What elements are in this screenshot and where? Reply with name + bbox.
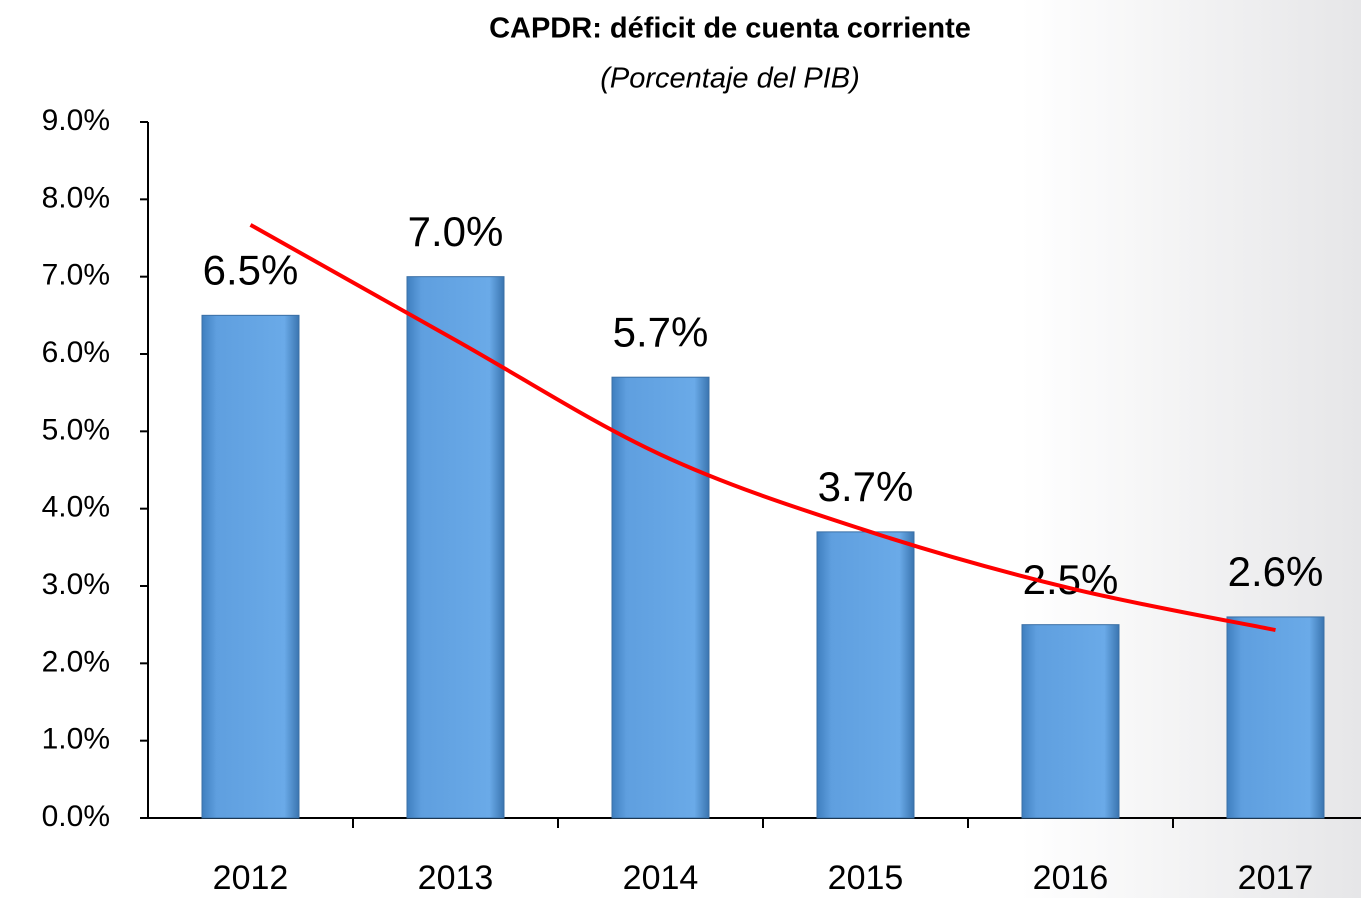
value-label: 6.5% [203,246,299,293]
x-tick-label: 2016 [1033,859,1109,897]
x-tick-label: 2013 [418,859,494,897]
value-label: 2.6% [1228,548,1324,595]
bar [816,531,915,819]
y-tick-label: 3.0% [42,568,110,601]
y-tick-label: 0.0% [42,800,110,833]
x-tick-label: 2017 [1238,859,1314,897]
x-tick-label: 2015 [828,859,904,897]
bar [611,376,710,819]
bar [1226,616,1325,819]
trend-line [249,223,1276,633]
y-tick-label: 1.0% [42,723,110,756]
value-label: 7.0% [408,208,504,255]
bar [1021,624,1120,819]
y-tick-label: 6.0% [42,336,110,369]
y-tick-label: 9.0% [42,104,110,137]
x-tick-label: 2012 [213,859,289,897]
chart-title: CAPDR: déficit de cuenta corriente [489,13,971,45]
chart-subtitle: (Porcentaje del PIB) [600,63,860,95]
y-tick-label: 7.0% [42,259,110,292]
x-tick-label: 2014 [623,859,699,897]
y-tick-label: 8.0% [42,181,110,214]
bar [201,314,300,819]
value-label: 5.7% [613,308,709,355]
y-tick-label: 5.0% [42,413,110,446]
y-tick-label: 4.0% [42,491,110,524]
value-label: 3.7% [818,463,914,510]
bar [406,276,505,819]
y-tick-label: 2.0% [42,645,110,678]
